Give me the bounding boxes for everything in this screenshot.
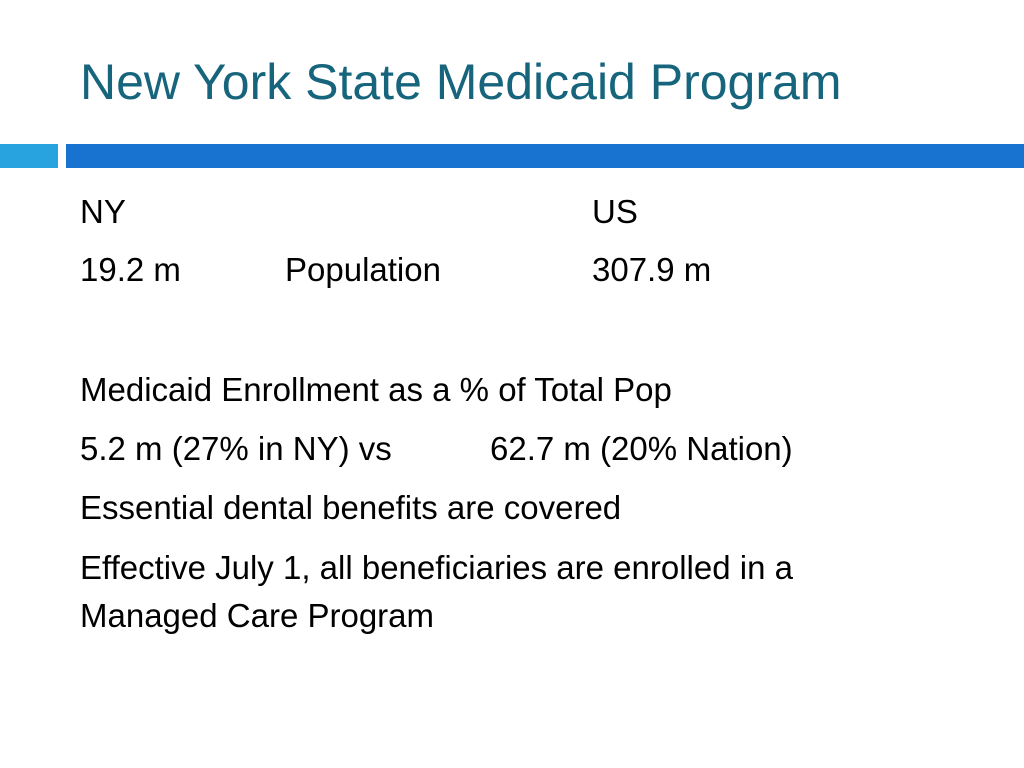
- enrollment-us: 62.7 m (20% Nation): [490, 430, 793, 467]
- population-label: Population: [285, 251, 441, 288]
- managed-care-line-2: Managed Care Program: [80, 597, 435, 634]
- accent-bar-right: [66, 144, 1024, 168]
- slide-title: New York State Medicaid Program: [80, 54, 842, 110]
- us-header: US: [592, 193, 638, 230]
- us-population: 307.9 m: [592, 251, 712, 288]
- ny-header: NY: [80, 193, 126, 230]
- ny-population: 19.2 m: [80, 251, 181, 288]
- dental-note: Essential dental benefits are covered: [80, 489, 622, 526]
- managed-care-line-1: Effective July 1, all beneficiaries are …: [80, 549, 793, 586]
- accent-bar-left: [0, 144, 58, 168]
- enrollment-heading: Medicaid Enrollment as a % of Total Pop: [80, 371, 672, 408]
- enrollment-ny: 5.2 m (27% in NY) vs: [80, 430, 392, 467]
